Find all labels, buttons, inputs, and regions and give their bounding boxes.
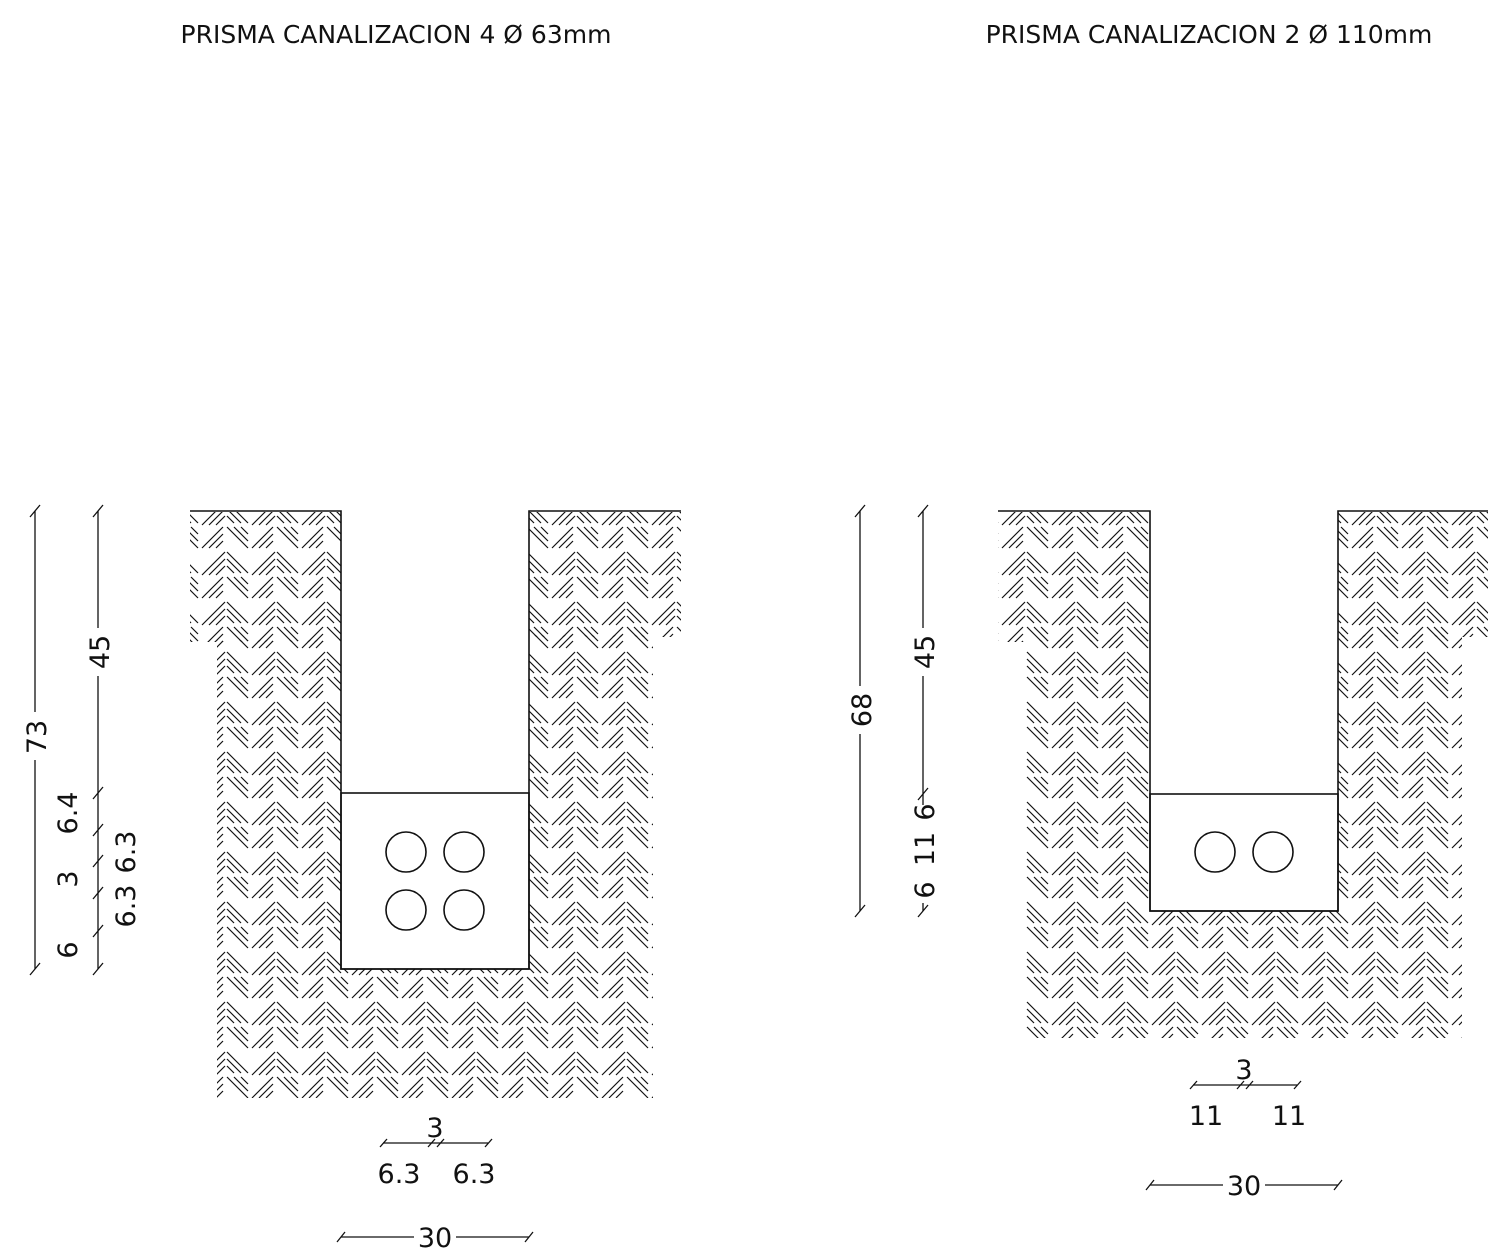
dim-fill-depth-left: 45 (85, 635, 116, 669)
dim-label: 6 (910, 881, 941, 898)
dim-label: 6 (910, 803, 941, 820)
pipe-spacing-dims-left: 3 6.3 6.3 (378, 1113, 496, 1190)
concrete-block-left (340, 792, 530, 970)
dim-label: 6 (53, 941, 84, 958)
section-left: PRISMA CANALIZACION 4 Ø 63mm (22, 20, 681, 1251)
dim-trench-width-left: 30 (418, 1223, 452, 1251)
trench-width-dim-right: 30 (1145, 1171, 1343, 1202)
pipe-circle (443, 889, 485, 931)
pipes-right (1194, 831, 1294, 873)
dim-label: 6.3 (111, 831, 142, 874)
dim-label: 3 (53, 870, 84, 887)
dim-pipe-left-right: 11 (1189, 1101, 1223, 1132)
pipe-circle (385, 831, 427, 873)
dim-label: 6.3 (111, 885, 142, 928)
soil-hatch-left (190, 512, 681, 1098)
dim-pipe-right-left: 6.3 (453, 1159, 496, 1190)
pipe-circle (385, 889, 427, 931)
concrete-block-right (1149, 793, 1339, 912)
vertical-dim-labels-left: 73 45 6.4 3 6 6.3 6.3 (22, 628, 142, 959)
section-left-title: PRISMA CANALIZACION 4 Ø 63mm (181, 20, 612, 49)
vertical-dim-labels-right: 68 45 6 11 6 (847, 628, 941, 903)
dim-pipe-gap-right: 3 (1235, 1055, 1252, 1086)
pipe-spacing-dims-right: 3 11 11 (1189, 1055, 1306, 1132)
dim-pipe-right-right: 11 (1272, 1101, 1306, 1132)
pipe-circle (1252, 831, 1294, 873)
pipes-left (385, 831, 485, 931)
trench-width-dim-left: 30 (336, 1223, 534, 1251)
section-right-title: PRISMA CANALIZACION 2 Ø 110mm (986, 20, 1433, 49)
dim-overall-depth-left: 73 (22, 720, 53, 754)
pipe-circle (1194, 831, 1236, 873)
pipe-circle (443, 831, 485, 873)
dim-label: 6.4 (53, 792, 84, 835)
dim-pipe-gap-left: 3 (426, 1113, 443, 1144)
vertical-dims-left (29, 504, 104, 976)
section-right: PRISMA CANALIZACION 2 Ø 110mm (847, 20, 1488, 1202)
dim-pipe-left-left: 6.3 (378, 1159, 421, 1190)
dim-fill-depth-right: 45 (910, 635, 941, 669)
soil-hatch-right (998, 512, 1488, 1038)
dim-label: 11 (910, 832, 941, 866)
dim-overall-depth-right: 68 (847, 693, 878, 727)
dim-trench-width-right: 30 (1227, 1171, 1261, 1202)
